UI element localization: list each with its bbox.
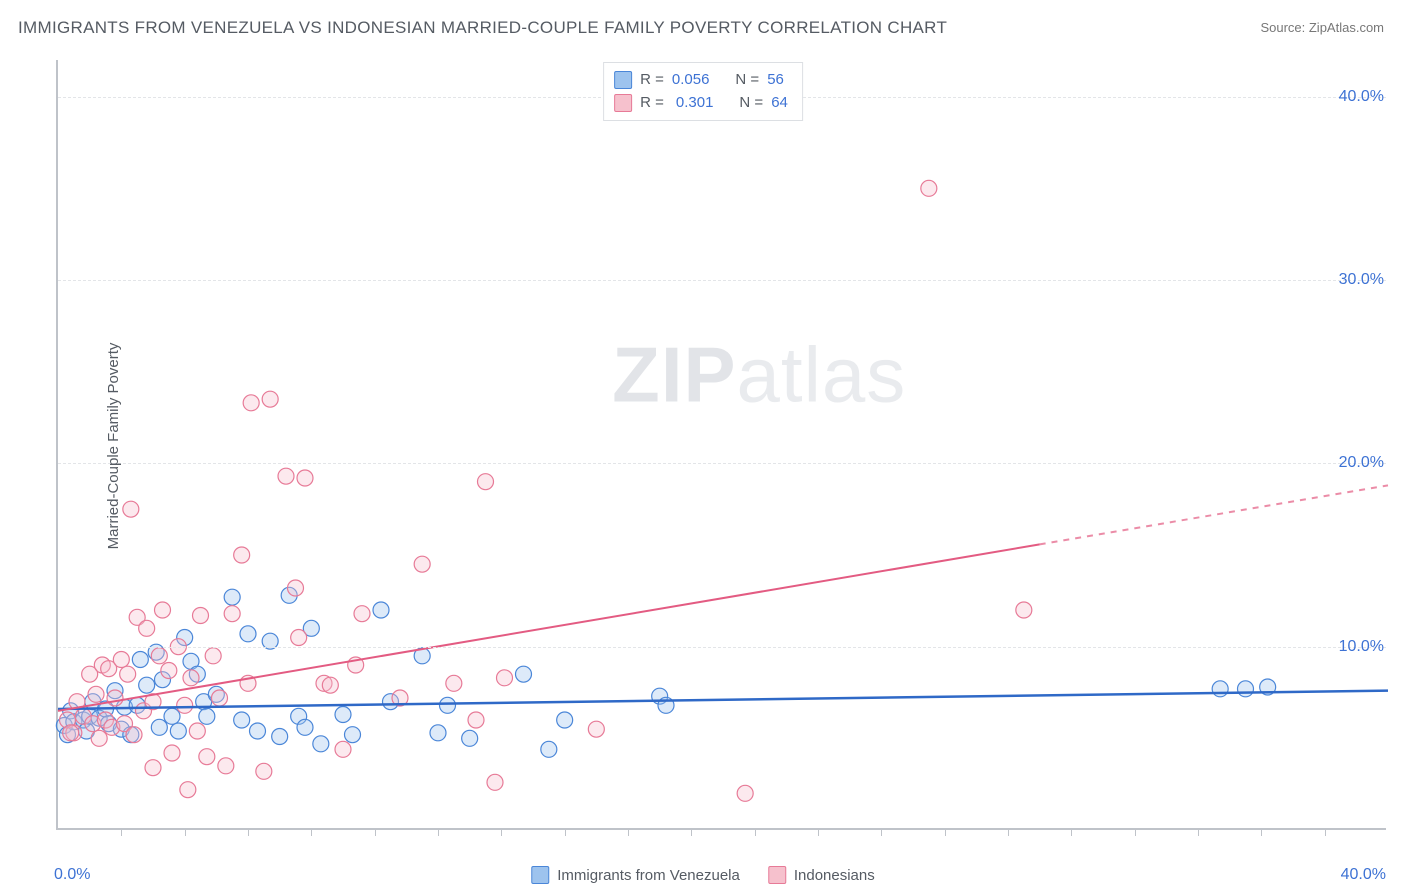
chart-container: IMMIGRANTS FROM VENEZUELA VS INDONESIAN … [0,0,1406,892]
plot-svg [58,60,1388,830]
y-tick-label: 40.0% [1339,88,1384,106]
legend-r-value-1: 0.301 [676,92,714,115]
legend-bottom-swatch-0 [531,866,549,884]
legend-r-label-0: R = [640,69,664,92]
y-tick-label: 20.0% [1339,454,1384,472]
legend-r-label-1: R = [640,92,664,115]
x-tick-label-end: 40.0% [1341,866,1386,884]
legend-r-value-0: 0.056 [672,69,710,92]
y-tick-label: 30.0% [1339,271,1384,289]
legend-bottom: Immigrants from Venezuela Indonesians [531,866,874,884]
chart-title: IMMIGRANTS FROM VENEZUELA VS INDONESIAN … [18,18,947,38]
legend-n-value-0: 56 [767,69,784,92]
legend-row-1: R = 0.301 N = 64 [614,92,788,115]
y-axis-label: Married-Couple Family Poverty [105,343,122,550]
legend-swatch-0 [614,71,632,89]
legend-swatch-1 [614,94,632,112]
legend-top: R = 0.056 N = 56 R = 0.301 N = 64 [603,62,803,121]
plot-area [56,60,1386,830]
legend-n-value-1: 64 [771,92,788,115]
legend-bottom-item-1: Indonesians [768,866,875,884]
legend-bottom-label-1: Indonesians [794,867,875,884]
legend-row-0: R = 0.056 N = 56 [614,69,788,92]
legend-bottom-swatch-1 [768,866,786,884]
y-tick-label: 10.0% [1339,638,1384,656]
legend-bottom-item-0: Immigrants from Venezuela [531,866,740,884]
source-label: Source: ZipAtlas.com [1260,20,1384,35]
legend-n-label-0: N = [735,69,759,92]
x-tick-label-start: 0.0% [54,866,90,884]
legend-n-label-1: N = [739,92,763,115]
legend-bottom-label-0: Immigrants from Venezuela [557,867,740,884]
